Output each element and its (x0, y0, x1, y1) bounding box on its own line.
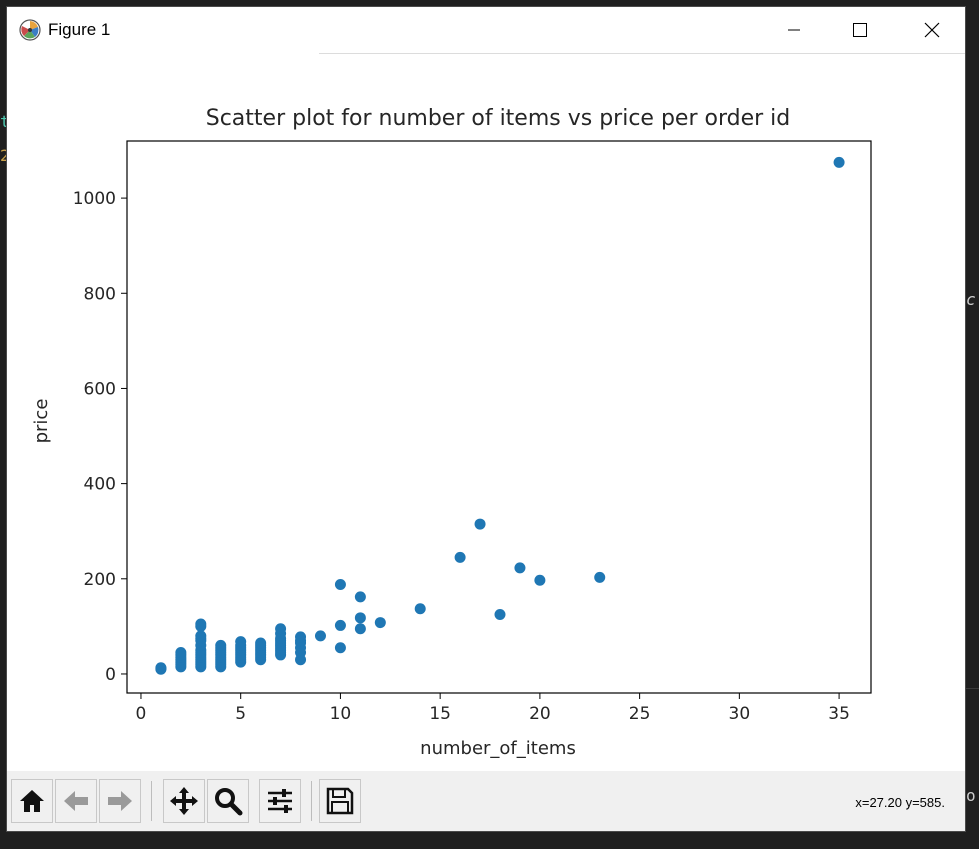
move-icon (170, 787, 198, 815)
maximize-button[interactable] (837, 7, 883, 53)
scatter-points (155, 156, 845, 675)
x-axis: 0 5 10 15 20 25 30 35 (136, 693, 850, 724)
scatter-point (334, 642, 346, 654)
y-tick-label: 400 (84, 475, 116, 495)
editor-fragment: 2 (0, 146, 10, 165)
scatter-point (594, 571, 606, 583)
title-bar[interactable]: Figure 1 (7, 7, 965, 53)
scatter-point (414, 603, 426, 615)
toolbar-separator (151, 781, 152, 821)
navigation-toolbar: x=27.20 y=585. (7, 771, 965, 831)
y-axis-label: price (31, 399, 52, 444)
x-tick-label: 10 (330, 704, 352, 724)
configure-subplots-button[interactable] (259, 779, 301, 823)
x-axis-label: number_of_items (420, 738, 576, 759)
scatter-point (374, 617, 386, 629)
toolbar-separator (311, 781, 312, 821)
editor-fragment: c (966, 290, 976, 309)
figure-canvas[interactable]: Scatter plot for number of items vs pric… (7, 54, 965, 771)
scatter-point (215, 639, 227, 651)
x-tick-label: 35 (828, 704, 850, 724)
scatter-point (494, 608, 506, 620)
close-icon (924, 22, 940, 38)
back-button[interactable] (55, 779, 97, 823)
home-icon (20, 790, 44, 812)
scatter-point (235, 636, 247, 648)
arrow-right-icon (108, 791, 132, 811)
pan-button[interactable] (163, 779, 205, 823)
x-tick-label: 20 (529, 704, 551, 724)
scatter-point (334, 619, 346, 631)
editor-fragment: o (966, 786, 976, 805)
scatter-point (334, 579, 346, 591)
x-tick-label: 5 (235, 704, 246, 724)
minimize-button[interactable] (771, 7, 817, 53)
matplotlib-icon (19, 19, 41, 41)
arrow-left-icon (64, 791, 88, 811)
magnifier-icon (215, 788, 243, 816)
scatter-point (454, 551, 466, 563)
scatter-point (255, 637, 267, 649)
y-tick-label: 1000 (73, 189, 116, 209)
scatter-point (833, 156, 845, 168)
scatter-point (354, 612, 366, 624)
figure-window: Figure 1 Scatter plot for number of item… (6, 6, 966, 832)
x-tick-label: 15 (429, 704, 451, 724)
scatter-point (534, 574, 546, 586)
y-tick-label: 600 (84, 379, 116, 399)
title-separator (319, 53, 965, 54)
x-tick-label: 30 (729, 704, 751, 724)
close-button[interactable] (909, 7, 955, 53)
zoom-button[interactable] (207, 779, 249, 823)
chart-title: Scatter plot for number of items vs pric… (206, 106, 790, 131)
y-tick-label: 200 (84, 570, 116, 590)
minimize-icon (788, 29, 800, 31)
scatter-chart: Scatter plot for number of items vs pric… (31, 106, 872, 759)
x-tick-label: 0 (136, 704, 147, 724)
scatter-point (195, 618, 207, 630)
plot-axes-frame (126, 140, 872, 694)
maximize-icon (853, 23, 867, 37)
scatter-point (175, 647, 187, 659)
editor-fragment: t (0, 112, 10, 131)
editor-divider (966, 688, 979, 689)
home-button[interactable] (11, 779, 53, 823)
scatter-point (474, 518, 486, 530)
y-axis: 0 200 400 600 800 1000 (73, 189, 127, 685)
sliders-icon (268, 789, 292, 813)
scatter-point (514, 562, 526, 574)
save-button[interactable] (319, 779, 361, 823)
floppy-disk-icon (326, 787, 354, 815)
x-tick-label: 25 (629, 704, 651, 724)
y-tick-label: 0 (105, 665, 116, 685)
scatter-point (354, 591, 366, 603)
forward-button[interactable] (99, 779, 141, 823)
scatter-point (295, 631, 307, 643)
scatter-point (354, 623, 366, 635)
scatter-point (195, 630, 207, 642)
scatter-point (275, 623, 287, 635)
scatter-point (155, 662, 167, 674)
cursor-coordinates: x=27.20 y=585. (855, 795, 945, 810)
y-tick-label: 800 (84, 284, 116, 304)
scatter-point (314, 630, 326, 642)
window-title: Figure 1 (48, 20, 111, 39)
